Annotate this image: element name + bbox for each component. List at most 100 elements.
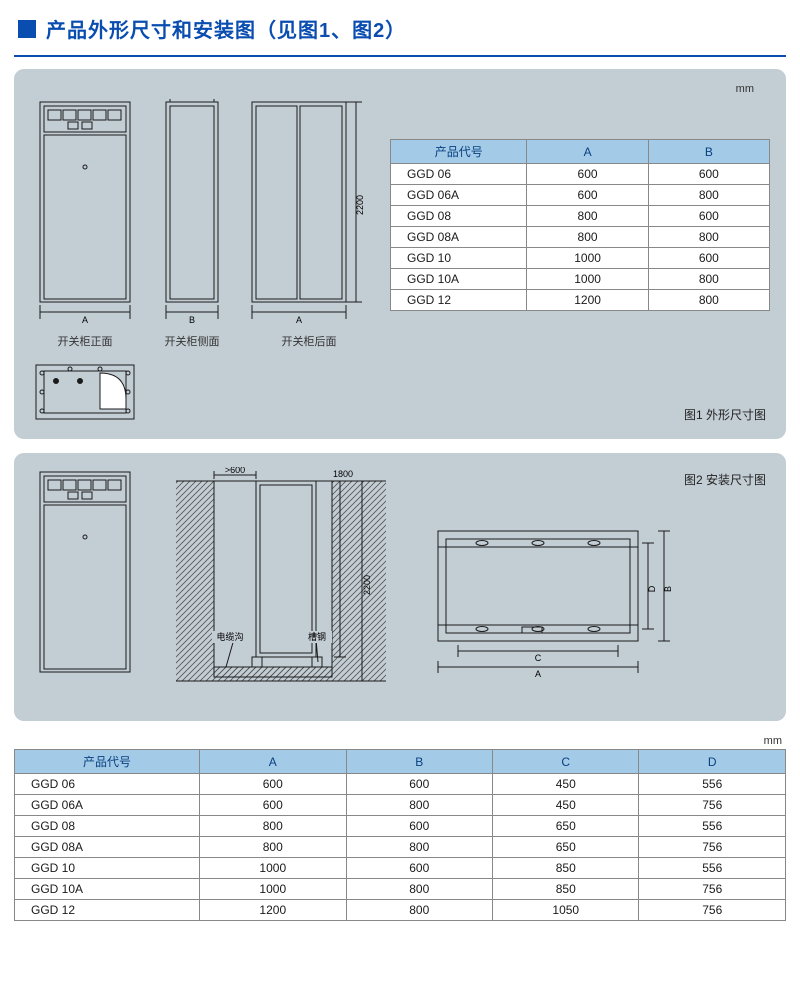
table-header: 产品代号 <box>391 140 527 164</box>
table-cell: GGD 10 <box>15 858 200 879</box>
table-row: GGD 10A1000800850756 <box>15 879 786 900</box>
base-plan-col: C A D B <box>422 517 672 687</box>
table-cell: GGD 10 <box>391 248 527 269</box>
table-cell: GGD 06 <box>15 774 200 795</box>
channel-steel-label: 槽钢 <box>308 631 326 642</box>
figure1-panel: mm A 开关柜正 <box>14 69 786 439</box>
table-cell: 800 <box>648 227 769 248</box>
table-cell: GGD 12 <box>391 290 527 311</box>
unit-label: mm <box>30 83 754 95</box>
table-row: GGD 06A600800 <box>391 185 770 206</box>
table-cell: 800 <box>346 795 492 816</box>
table-cell: 756 <box>639 795 786 816</box>
table2-wrap: 产品代号ABCDGGD 06600600450556GGD 06A6008004… <box>14 749 786 921</box>
cabinet-side-col: B 开关柜侧面 <box>156 97 228 349</box>
dim-A2: A <box>296 315 302 325</box>
dim-B: B <box>189 315 195 325</box>
table-cell: 756 <box>639 879 786 900</box>
table-header: B <box>648 140 769 164</box>
dim-2200: 2200 <box>362 575 372 595</box>
figure2-label: 图2 安装尺寸图 <box>684 471 766 488</box>
table-cell: 650 <box>493 837 639 858</box>
table-row: GGD 10A1000800 <box>391 269 770 290</box>
table-row: GGD 101000600 <box>391 248 770 269</box>
table-cell: 800 <box>346 900 492 921</box>
table-cell: 800 <box>346 837 492 858</box>
table-cell: 850 <box>493 858 639 879</box>
table-cell: 600 <box>346 774 492 795</box>
figure2-panel: 图2 安装尺寸图 <box>14 453 786 721</box>
table-header: B <box>346 750 492 774</box>
table-cell: 756 <box>639 900 786 921</box>
table-cell: 800 <box>527 206 648 227</box>
table-cell: 1000 <box>200 858 346 879</box>
table-cell: 1000 <box>527 248 648 269</box>
table-cell: 1000 <box>200 879 346 900</box>
table-cell: 600 <box>527 164 648 185</box>
table-cell: 450 <box>493 774 639 795</box>
base-plan-svg: C A D B <box>422 517 672 687</box>
dim-A: A <box>82 315 88 325</box>
table-cell: 556 <box>639 816 786 837</box>
cabinet-back-col: 2200 A 开关柜后面 <box>244 97 374 349</box>
table-cell: GGD 12 <box>15 900 200 921</box>
table-cell: 800 <box>527 227 648 248</box>
figure1-label: 图1 外形尺寸图 <box>684 406 766 423</box>
cabinet2-svg <box>30 467 140 697</box>
table-header: C <box>493 750 639 774</box>
plan-dim-C: C <box>535 653 542 663</box>
plan-dim-A: A <box>535 669 541 679</box>
table-cell: GGD 08A <box>15 837 200 858</box>
table-cell: 1000 <box>527 269 648 290</box>
cabinet-back-svg: 2200 A <box>244 97 374 327</box>
dim-600: >600 <box>225 467 245 475</box>
table-cell: 600 <box>346 858 492 879</box>
side-caption: 开关柜侧面 <box>165 333 220 349</box>
dimensions-table-1: 产品代号ABGGD 06600600GGD 06A600800GGD 08800… <box>390 139 770 311</box>
table-cell: 850 <box>493 879 639 900</box>
table-header: D <box>639 750 786 774</box>
table-cell: 756 <box>639 837 786 858</box>
table-cell: 556 <box>639 774 786 795</box>
cabinet-front-svg: A <box>30 97 140 327</box>
dim-1800: 1800 <box>333 469 353 479</box>
table-row: GGD 121200800 <box>391 290 770 311</box>
back-caption: 开关柜后面 <box>282 333 337 349</box>
table-cell: 556 <box>639 858 786 879</box>
table-cell: 600 <box>346 816 492 837</box>
table-cell: 600 <box>200 774 346 795</box>
table-cell: 800 <box>648 185 769 206</box>
table-row: GGD 08A800800 <box>391 227 770 248</box>
cabinet-front-col: A 开关柜正面 <box>30 97 140 425</box>
table-header: 产品代号 <box>15 750 200 774</box>
table-row: GGD 1212008001050756 <box>15 900 786 921</box>
page-header: 产品外形尺寸和安装图（见图1、图2） <box>0 0 800 51</box>
front-caption: 开关柜正面 <box>58 333 113 349</box>
table-cell: 800 <box>346 879 492 900</box>
cable-trench-label: 电缆沟 <box>216 631 243 642</box>
table-header: A <box>200 750 346 774</box>
unit-label-2: mm <box>0 735 782 747</box>
table-cell: 1200 <box>200 900 346 921</box>
table-row: GGD 06600600 <box>391 164 770 185</box>
table-cell: GGD 08 <box>15 816 200 837</box>
table-row: GGD 08800600 <box>391 206 770 227</box>
plan-dim-B: B <box>663 586 672 592</box>
table-cell: 600 <box>648 206 769 227</box>
table-cell: 600 <box>648 248 769 269</box>
table-cell: 800 <box>200 816 346 837</box>
table-cell: 600 <box>527 185 648 206</box>
table-cell: GGD 10A <box>15 879 200 900</box>
table-row: GGD 06A600800450756 <box>15 795 786 816</box>
table-cell: GGD 10A <box>391 269 527 290</box>
table-cell: 450 <box>493 795 639 816</box>
header-rule <box>14 55 786 57</box>
cabinet-topview-svg <box>30 359 140 425</box>
install-section-col: >600 1800 2200 电缆沟 槽钢 <box>156 467 406 707</box>
table-cell: GGD 06A <box>391 185 527 206</box>
table-cell: 1050 <box>493 900 639 921</box>
table-cell: GGD 08A <box>391 227 527 248</box>
table-cell: 600 <box>648 164 769 185</box>
plan-dim-D: D <box>647 585 657 592</box>
cabinet-side-svg: B <box>156 97 228 327</box>
